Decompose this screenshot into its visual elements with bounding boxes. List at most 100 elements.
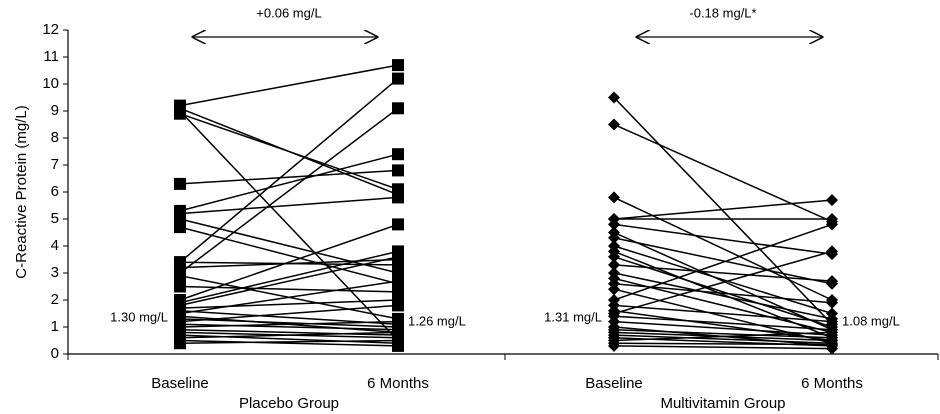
y-tick-label: 6 — [51, 183, 59, 200]
pair-line — [179, 261, 399, 266]
data-point — [608, 339, 620, 352]
data-point — [608, 218, 620, 231]
data-point — [826, 194, 838, 207]
data-point — [392, 318, 404, 331]
y-tick-label: 0 — [51, 345, 59, 362]
pair-line — [613, 331, 833, 342]
pair-line — [613, 237, 833, 285]
pair-line — [179, 112, 399, 191]
pair-line — [179, 331, 399, 339]
data-point — [174, 221, 186, 234]
pair-line — [613, 196, 833, 301]
data-point — [392, 285, 404, 298]
data-point — [826, 321, 838, 333]
pair-line — [179, 323, 399, 331]
pair-line — [613, 342, 833, 346]
data-point — [608, 258, 620, 271]
pair-line — [613, 231, 833, 331]
pair-line — [179, 339, 399, 347]
group-label: Placebo Group — [239, 395, 339, 412]
y-tick-label: 11 — [43, 48, 59, 65]
pair-line — [179, 64, 399, 107]
y-tick-label: 12 — [42, 21, 59, 38]
pair-line — [179, 299, 399, 309]
pair-line — [613, 283, 833, 304]
median-label: 1.31 mg/L — [544, 309, 602, 324]
pair-line — [179, 310, 399, 326]
pair-line — [613, 310, 833, 342]
y-axis-label: C-Reactive Protein (mg/L) — [13, 105, 30, 278]
category-label: 6 Months — [367, 375, 429, 392]
pair-line — [179, 196, 399, 215]
median-label: 1.08 mg/L — [842, 313, 900, 328]
data-point — [392, 299, 404, 312]
data-point — [608, 307, 620, 320]
pair-line — [613, 272, 833, 320]
data-point — [392, 72, 404, 85]
y-tick-label: 5 — [51, 210, 59, 227]
data-point — [826, 296, 838, 309]
pair-line — [613, 304, 833, 323]
data-point — [392, 164, 404, 177]
data-point — [608, 250, 620, 263]
data-point — [608, 91, 620, 104]
pair-line — [613, 264, 833, 282]
median-label: 1.26 mg/L — [408, 313, 466, 328]
y-tick-label: 1 — [51, 318, 59, 335]
data-point — [174, 337, 186, 350]
data-point — [826, 342, 838, 355]
median-label: 1.30 mg/L — [110, 309, 168, 324]
pair-line — [179, 169, 399, 185]
pair-line — [613, 123, 833, 223]
category-label: Baseline — [151, 375, 209, 392]
data-point — [174, 304, 186, 317]
pair-line — [179, 328, 399, 336]
y-tick-label: 3 — [51, 264, 59, 281]
pair-line — [613, 334, 833, 344]
pair-line — [613, 315, 833, 331]
pair-line — [613, 256, 833, 328]
data-point — [392, 102, 404, 115]
data-point — [174, 105, 186, 117]
pair-line — [613, 96, 833, 325]
pair-line — [613, 320, 833, 336]
pair-line — [179, 318, 399, 328]
y-tick-label: 4 — [51, 237, 59, 254]
data-point — [392, 275, 404, 288]
data-point — [392, 218, 404, 231]
pair-line — [613, 223, 833, 255]
y-tick-label: 7 — [51, 156, 59, 173]
data-point — [174, 256, 186, 269]
data-point — [826, 218, 838, 231]
y-tick-label: 9 — [51, 102, 59, 119]
pair-line — [179, 315, 399, 334]
pair-line — [613, 199, 833, 220]
data-point — [608, 283, 620, 296]
data-point — [608, 191, 620, 204]
y-tick-label: 10 — [42, 75, 59, 92]
pair-line — [179, 153, 399, 212]
data-point — [174, 269, 186, 282]
pair-line — [179, 285, 399, 293]
data-point — [826, 275, 838, 288]
data-point — [392, 250, 404, 263]
data-point — [174, 280, 186, 293]
pair-line — [613, 250, 833, 315]
data-point — [174, 177, 186, 190]
pair-line — [613, 223, 833, 301]
pair-line — [179, 226, 399, 285]
change-label: -0.18 mg/L* — [689, 5, 756, 20]
pair-line — [179, 110, 399, 342]
pair-line — [613, 345, 833, 350]
pair-line — [179, 250, 399, 304]
pair-line — [179, 280, 399, 315]
pair-line — [179, 78, 399, 263]
category-label: Baseline — [585, 375, 643, 392]
category-label: 6 Months — [801, 375, 863, 392]
group-label: Multivitamin Group — [660, 395, 785, 412]
y-tick-label: 2 — [51, 291, 59, 308]
change-label: +0.06 mg/L — [256, 5, 321, 20]
y-tick-label: 8 — [51, 129, 59, 146]
data-point — [826, 245, 838, 258]
